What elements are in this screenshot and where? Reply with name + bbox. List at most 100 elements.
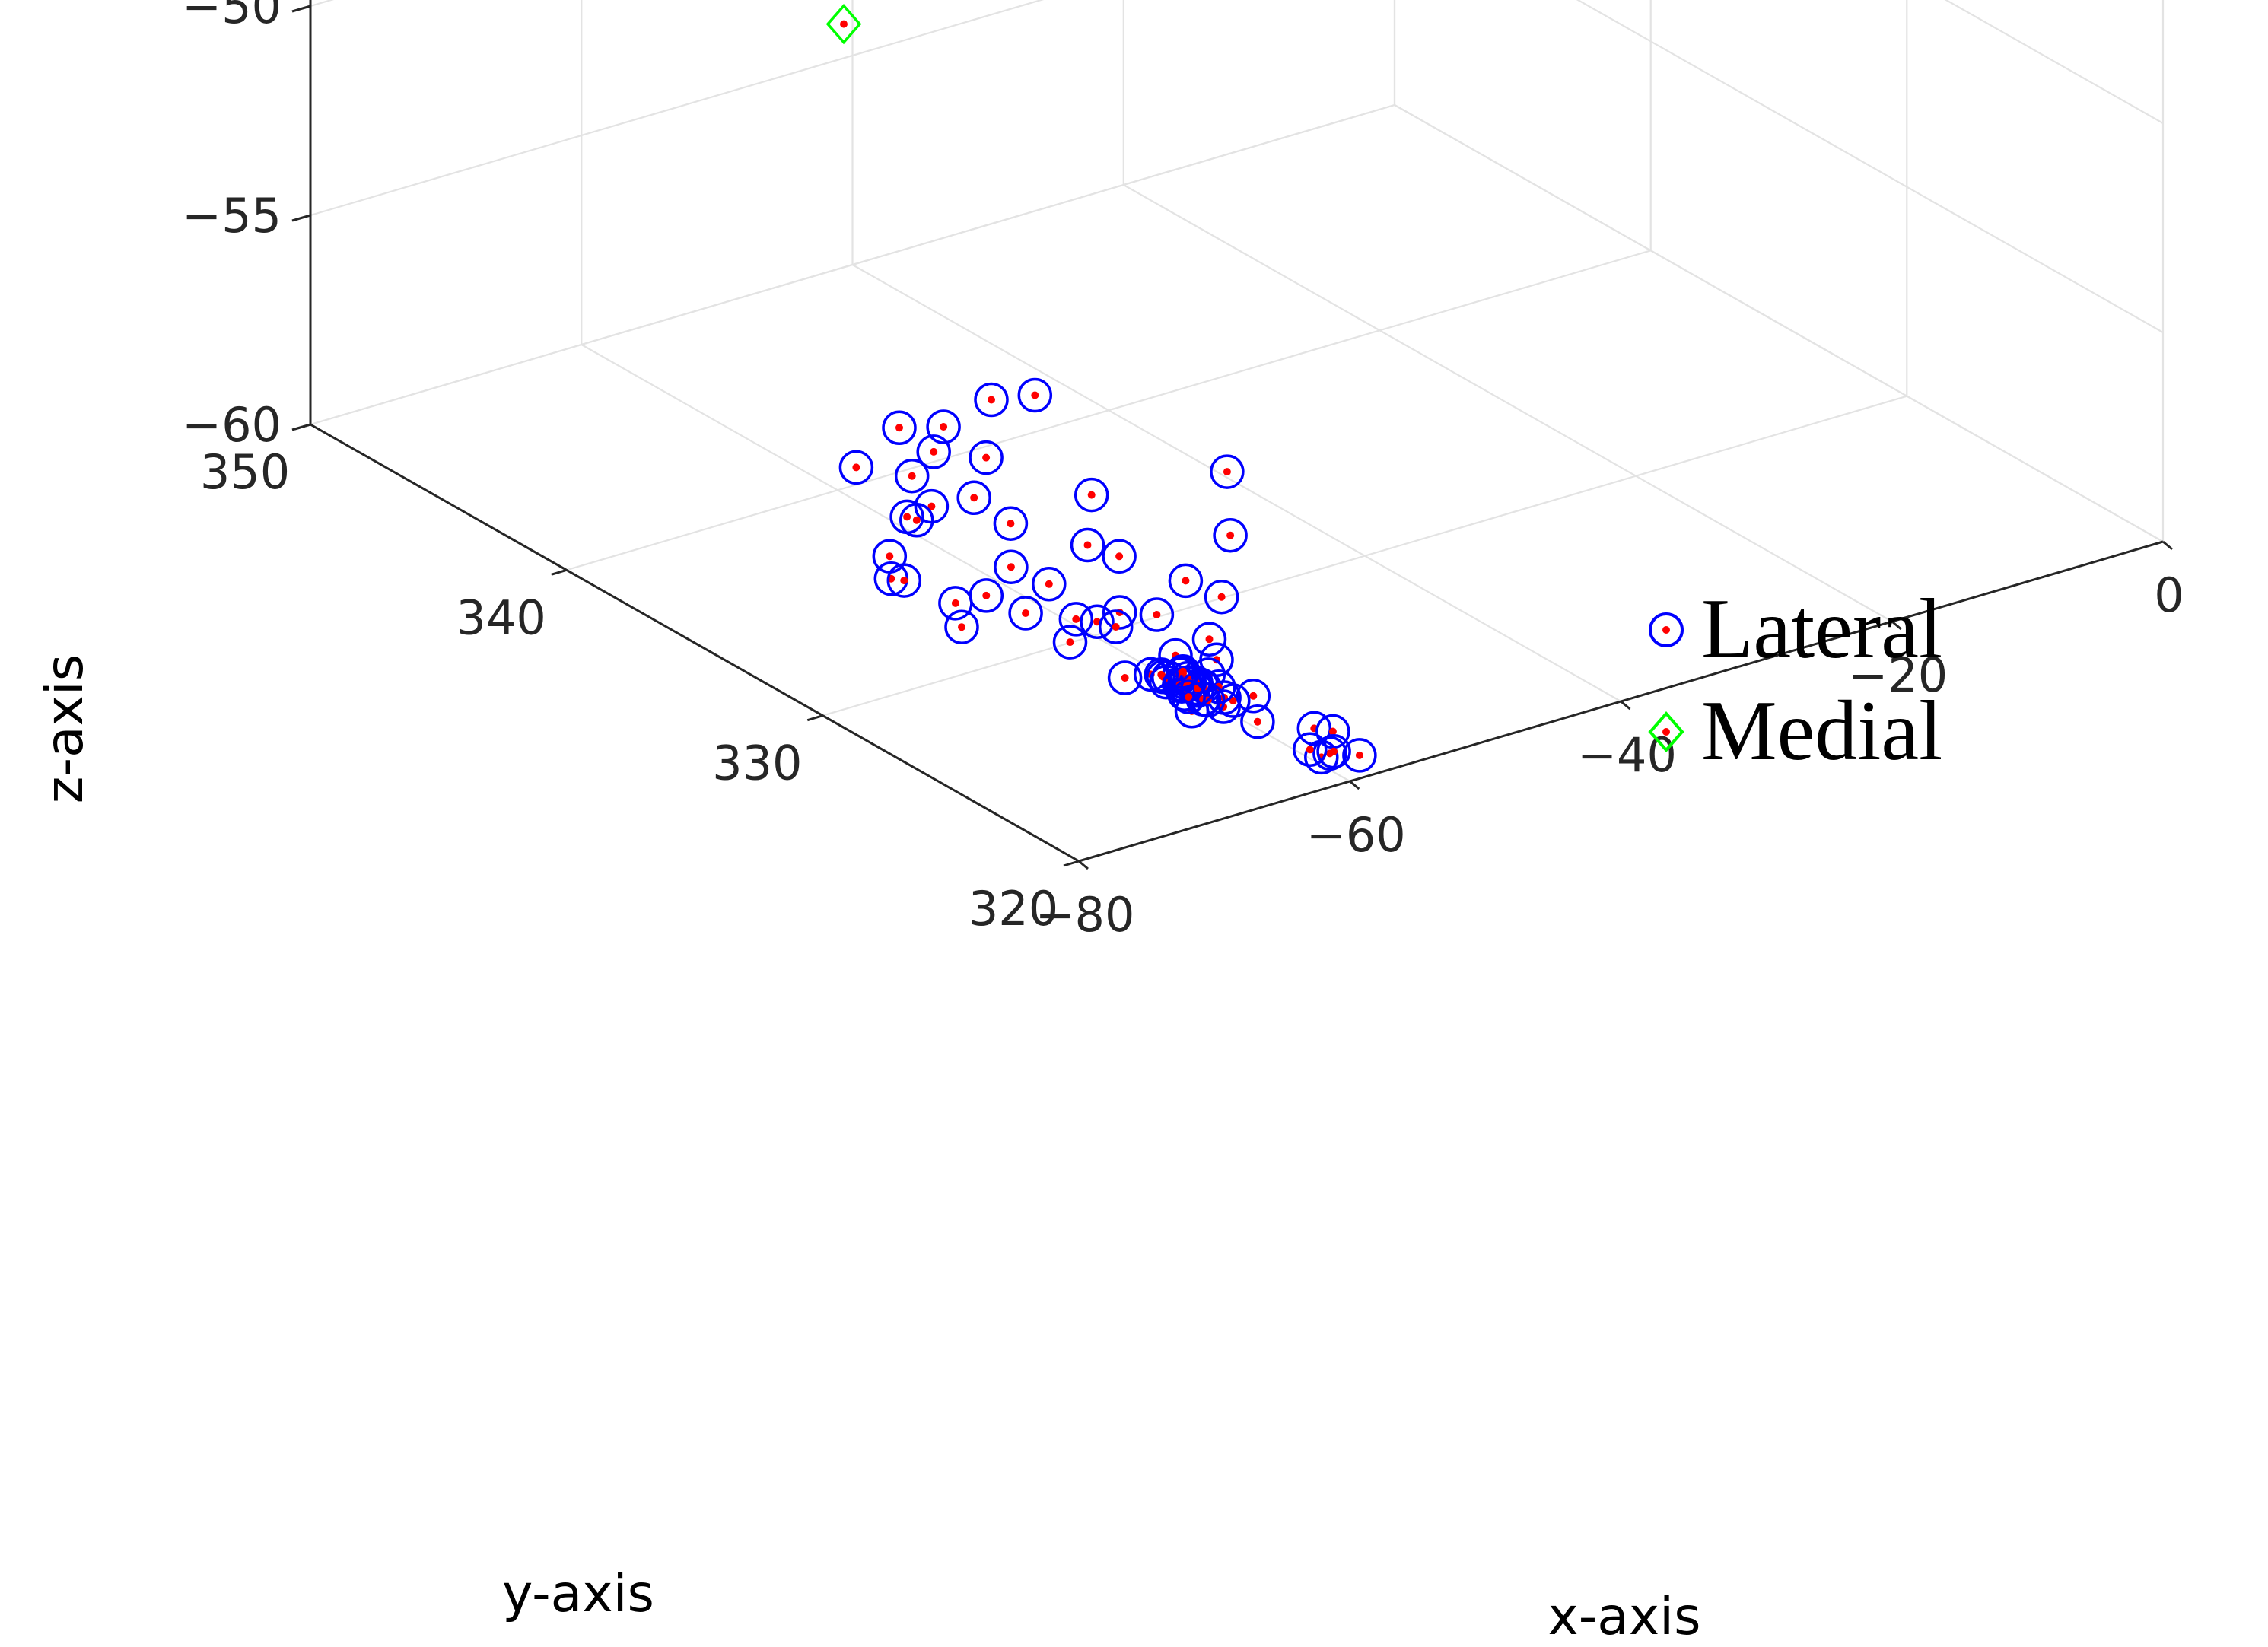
data-point-center-lateral <box>1217 593 1226 601</box>
data-point-lateral <box>993 506 1029 541</box>
data-point-lateral <box>1293 732 1328 768</box>
data-point-center-lateral <box>1121 674 1129 682</box>
data-point-center-lateral <box>982 591 991 599</box>
z-tick-label: −55 <box>182 188 282 243</box>
z-tick-label: −60 <box>182 397 282 453</box>
data-point-center-lateral <box>900 577 908 585</box>
data-point-center-lateral <box>1083 541 1092 549</box>
grid-line-back-wall-z <box>1944 0 2164 124</box>
grid-line-floor-y <box>822 395 1907 717</box>
y-tick-mark <box>1063 860 1080 867</box>
data-point-lateral <box>1210 454 1245 489</box>
y-tick-label: 320 <box>969 881 1058 936</box>
data-point-lateral <box>1316 733 1351 769</box>
x-tick-label: −60 <box>1306 807 1406 863</box>
data-point-lateral <box>974 382 1009 418</box>
data-point-lateral <box>899 503 934 538</box>
data-point-center-lateral <box>1087 491 1096 499</box>
data-point-lateral <box>1102 595 1137 630</box>
y-tick-label: 330 <box>712 736 802 791</box>
data-point-center-lateral <box>1179 667 1187 676</box>
data-point-center-lateral <box>852 463 860 472</box>
data-point-center-lateral <box>1022 609 1030 617</box>
y-tick-mark <box>551 568 568 576</box>
data-point-center-lateral <box>1205 635 1214 644</box>
x-tick-mark <box>1078 860 1089 870</box>
data-point-center-lateral <box>903 513 911 521</box>
data-point-lateral <box>1017 377 1053 413</box>
x-tick-label: −40 <box>1577 727 1677 783</box>
data-point-lateral <box>926 409 961 444</box>
x-tick-mark <box>1891 620 1902 631</box>
data-point-lateral <box>1102 539 1137 574</box>
z-tick-mark <box>291 5 311 13</box>
data-point-lateral <box>1107 660 1143 695</box>
data-point-lateral <box>969 440 1004 475</box>
data-point-center-lateral <box>912 516 921 524</box>
grid-line-back-wall-z <box>1576 0 2164 333</box>
data-point-lateral <box>916 434 951 469</box>
x-axis-label: x-axis <box>1548 1587 1700 1647</box>
data-point-lateral <box>894 458 930 494</box>
data-point-lateral <box>1191 622 1227 657</box>
data-point-lateral <box>1166 653 1201 689</box>
y-tick-mark <box>806 714 823 722</box>
x-tick-mark <box>2162 540 2173 551</box>
data-point-lateral <box>1052 625 1088 660</box>
legend: Lateral Medial <box>1648 582 1942 778</box>
y-tick-label: 350 <box>200 444 290 500</box>
series-medial <box>825 3 862 45</box>
data-point-lateral <box>1216 683 1251 718</box>
z-tick-mark <box>291 214 311 222</box>
x-tick-mark <box>1349 780 1360 790</box>
y-axis-line <box>310 423 1080 863</box>
data-point-center-medial <box>840 20 848 28</box>
legend-marker-lateral-center <box>1662 626 1670 634</box>
data-point-lateral <box>1168 563 1204 599</box>
data-point-center-lateral <box>982 453 991 462</box>
legend-marker-lateral <box>1649 612 1684 647</box>
data-point-center-lateral <box>958 623 965 631</box>
data-point-center-lateral <box>1185 693 1193 701</box>
data-point-center-lateral <box>895 424 903 432</box>
data-point-center-lateral <box>886 552 894 561</box>
data-point-lateral <box>1070 527 1105 563</box>
legend-marker-medial-center <box>1662 728 1670 736</box>
legend-item-medial: Medial <box>1648 684 1942 778</box>
data-point-center-lateral <box>1007 520 1015 528</box>
grid-line-floor-y <box>310 103 1395 426</box>
x-tick-label: −20 <box>1848 647 1948 703</box>
z-tick-label: −50 <box>182 0 282 34</box>
z-tick-mark <box>291 423 311 431</box>
series-lateral <box>838 377 1377 775</box>
data-point-center-lateral <box>1355 751 1363 759</box>
data-point-lateral <box>1240 704 1275 739</box>
data-point-center-lateral <box>930 447 938 456</box>
data-point-lateral <box>1139 597 1175 632</box>
grid-line-floor-x <box>1123 184 1893 622</box>
data-point-medial <box>825 3 862 45</box>
data-point-center-lateral <box>1182 577 1190 585</box>
data-point-center-lateral <box>970 494 978 502</box>
legend-label-medial: Medial <box>1701 684 1942 778</box>
data-point-lateral <box>886 563 922 598</box>
data-point-lateral <box>969 578 1004 613</box>
data-point-lateral <box>1008 596 1043 631</box>
data-point-center-lateral <box>1153 611 1161 618</box>
data-point-center-lateral <box>1328 727 1337 736</box>
data-point-lateral <box>1342 738 1377 773</box>
data-point-lateral <box>1080 604 1115 640</box>
legend-item-lateral: Lateral <box>1649 582 1942 676</box>
data-point-center-lateral <box>988 396 995 404</box>
data-point-lateral <box>1204 579 1239 615</box>
data-point-center-lateral <box>1226 531 1235 539</box>
y-axis-label: y-axis <box>502 1564 654 1624</box>
data-point-center-lateral <box>1249 692 1258 700</box>
data-point-lateral <box>1171 679 1206 714</box>
data-point-lateral <box>882 410 917 446</box>
data-point-center-lateral <box>1306 746 1314 754</box>
data-point-lateral <box>944 609 979 644</box>
data-point-lateral <box>1213 517 1248 553</box>
